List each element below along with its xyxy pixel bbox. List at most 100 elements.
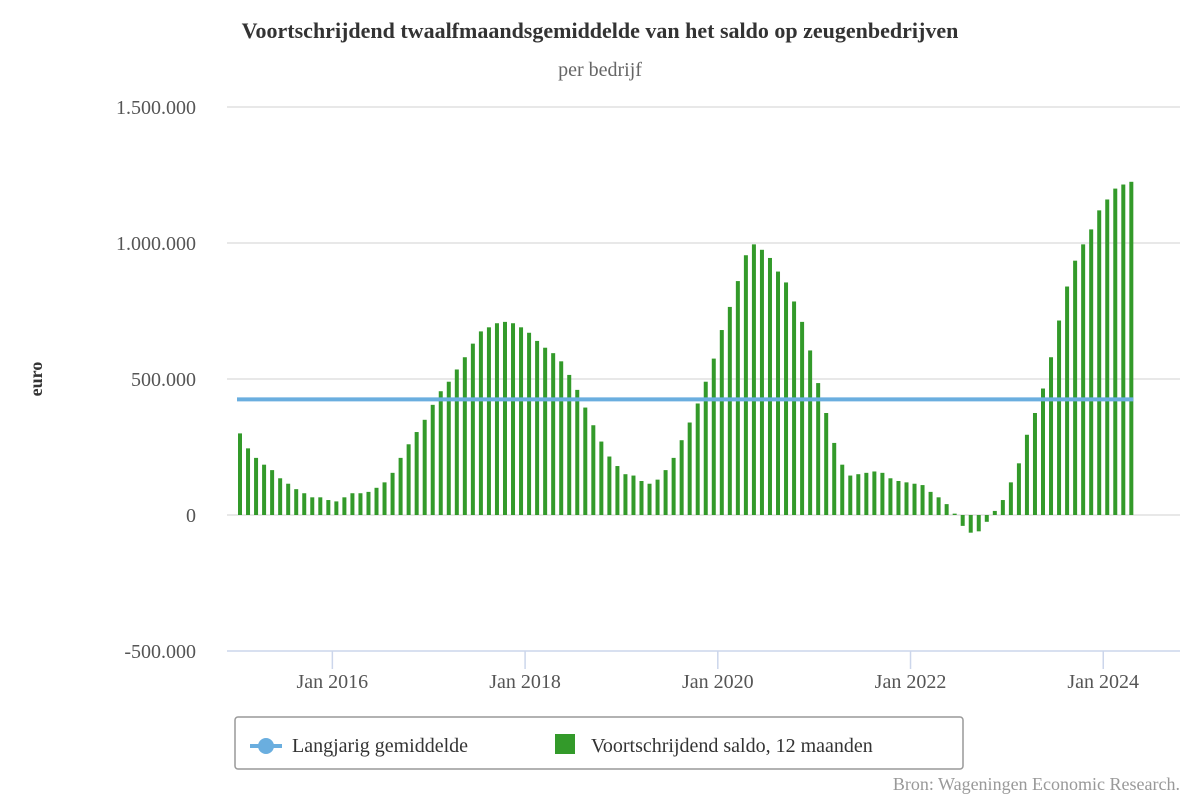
bar[interactable]: [1105, 199, 1110, 516]
bar[interactable]: [719, 330, 724, 515]
bar[interactable]: [639, 481, 644, 515]
bar[interactable]: [1129, 181, 1134, 516]
bar[interactable]: [535, 340, 540, 515]
bar[interactable]: [984, 515, 989, 522]
bar[interactable]: [406, 444, 411, 515]
bar[interactable]: [968, 515, 973, 533]
bar[interactable]: [808, 350, 813, 515]
bar[interactable]: [687, 422, 692, 515]
bar[interactable]: [848, 475, 853, 515]
bar[interactable]: [792, 301, 797, 515]
bar[interactable]: [430, 404, 435, 515]
bar[interactable]: [438, 391, 443, 515]
bar[interactable]: [414, 432, 419, 515]
bar[interactable]: [920, 485, 925, 515]
bar[interactable]: [952, 513, 957, 515]
bar[interactable]: [936, 497, 941, 515]
bar[interactable]: [840, 464, 845, 515]
bar[interactable]: [1016, 463, 1021, 515]
bar[interactable]: [302, 493, 307, 515]
bar[interactable]: [374, 487, 379, 515]
bar[interactable]: [1032, 413, 1037, 515]
bar[interactable]: [888, 478, 893, 515]
bar[interactable]: [286, 483, 291, 515]
bar[interactable]: [928, 491, 933, 515]
bar[interactable]: [238, 433, 242, 515]
bar[interactable]: [615, 466, 620, 515]
bar[interactable]: [864, 472, 869, 515]
bar[interactable]: [944, 504, 949, 515]
bar[interactable]: [551, 353, 556, 515]
bar[interactable]: [880, 472, 885, 515]
bar[interactable]: [511, 323, 516, 515]
legend-item-saldo[interactable]: Voortschrijdend saldo, 12 maanden: [555, 734, 873, 757]
bar[interactable]: [567, 374, 572, 515]
bar[interactable]: [1121, 184, 1126, 515]
bar[interactable]: [647, 483, 652, 515]
bar[interactable]: [1000, 500, 1005, 515]
bar[interactable]: [759, 249, 764, 516]
bar[interactable]: [1081, 244, 1086, 516]
bar[interactable]: [527, 332, 532, 515]
bar[interactable]: [382, 482, 387, 515]
bar[interactable]: [1024, 434, 1029, 515]
bar[interactable]: [816, 383, 821, 515]
bar[interactable]: [390, 472, 395, 515]
bar[interactable]: [342, 497, 347, 515]
bar[interactable]: [446, 381, 451, 515]
bar[interactable]: [486, 327, 491, 515]
bar[interactable]: [1097, 210, 1102, 516]
bar[interactable]: [912, 483, 917, 515]
bar[interactable]: [776, 271, 781, 515]
bar[interactable]: [262, 464, 267, 515]
bar[interactable]: [960, 515, 965, 526]
bar[interactable]: [703, 381, 708, 515]
bar[interactable]: [270, 470, 275, 515]
bar[interactable]: [1049, 357, 1054, 515]
bar[interactable]: [767, 257, 772, 515]
bar[interactable]: [358, 493, 363, 515]
bar[interactable]: [904, 482, 909, 515]
bar[interactable]: [366, 491, 371, 515]
bar[interactable]: [575, 389, 580, 515]
bar[interactable]: [832, 442, 837, 515]
bar[interactable]: [1008, 482, 1013, 515]
bar[interactable]: [462, 357, 467, 515]
bar[interactable]: [1113, 188, 1118, 515]
bar[interactable]: [695, 403, 700, 515]
bar[interactable]: [470, 343, 475, 515]
bar[interactable]: [422, 419, 427, 515]
bar[interactable]: [591, 425, 596, 515]
bar[interactable]: [679, 440, 684, 515]
bar[interactable]: [743, 255, 748, 516]
bar[interactable]: [711, 358, 716, 515]
bar[interactable]: [519, 327, 524, 515]
legend-item-average[interactable]: Langjarig gemiddelde: [250, 735, 468, 757]
bar[interactable]: [350, 493, 355, 515]
bar[interactable]: [543, 347, 548, 515]
bar[interactable]: [623, 474, 628, 515]
bar[interactable]: [1041, 388, 1045, 515]
bar[interactable]: [294, 489, 299, 515]
bar[interactable]: [278, 478, 283, 515]
bar[interactable]: [254, 457, 259, 515]
bar[interactable]: [478, 331, 483, 515]
bar[interactable]: [583, 407, 588, 515]
bar[interactable]: [1073, 260, 1078, 515]
bar[interactable]: [872, 471, 877, 515]
bar[interactable]: [992, 510, 997, 515]
bar[interactable]: [800, 321, 805, 515]
bar[interactable]: [976, 515, 981, 532]
bar[interactable]: [751, 244, 756, 516]
bar[interactable]: [318, 497, 323, 515]
bar[interactable]: [655, 479, 660, 515]
bar[interactable]: [1057, 320, 1062, 515]
bar[interactable]: [607, 456, 612, 515]
bar[interactable]: [559, 361, 564, 515]
bar[interactable]: [326, 500, 331, 515]
bar[interactable]: [334, 501, 339, 515]
bar[interactable]: [856, 474, 861, 515]
bar[interactable]: [1089, 229, 1094, 515]
bar[interactable]: [663, 470, 668, 515]
bar[interactable]: [727, 306, 732, 515]
